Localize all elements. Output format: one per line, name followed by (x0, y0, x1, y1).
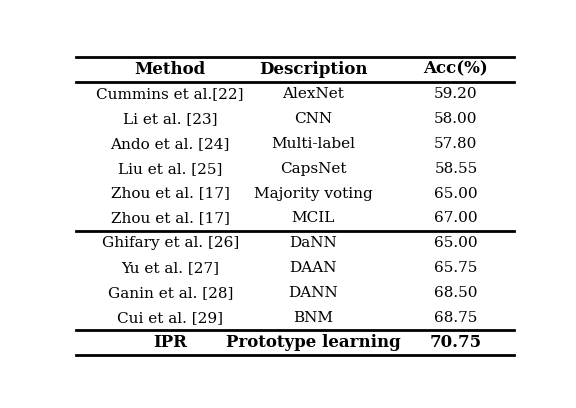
Text: 67.00: 67.00 (434, 211, 478, 226)
Text: Cui et al. [29]: Cui et al. [29] (117, 311, 223, 325)
Text: 57.80: 57.80 (434, 137, 478, 151)
Text: CapsNet: CapsNet (280, 162, 346, 176)
Text: AlexNet: AlexNet (282, 87, 344, 101)
Text: Acc(%): Acc(%) (423, 61, 488, 78)
Text: BNM: BNM (293, 311, 333, 325)
Text: Description: Description (259, 61, 367, 78)
Text: 68.75: 68.75 (434, 311, 478, 325)
Text: Ando et al. [24]: Ando et al. [24] (111, 137, 230, 151)
Text: 65.00: 65.00 (434, 186, 478, 201)
Text: DAAN: DAAN (289, 261, 337, 275)
Text: 68.50: 68.50 (434, 286, 478, 300)
Text: DANN: DANN (288, 286, 338, 300)
Text: Zhou et al. [17]: Zhou et al. [17] (111, 186, 230, 201)
Text: 58.55: 58.55 (434, 162, 478, 176)
Text: Yu et al. [27]: Yu et al. [27] (121, 261, 219, 275)
Text: Ganin et al. [28]: Ganin et al. [28] (108, 286, 233, 300)
Text: Cummins et al.[22]: Cummins et al.[22] (96, 87, 244, 101)
Text: 58.00: 58.00 (434, 112, 478, 126)
Text: 65.00: 65.00 (434, 236, 478, 251)
Text: Zhou et al. [17]: Zhou et al. [17] (111, 211, 230, 226)
Text: Li et al. [23]: Li et al. [23] (123, 112, 218, 126)
Text: Method: Method (135, 61, 206, 78)
Text: 65.75: 65.75 (434, 261, 478, 275)
Text: 59.20: 59.20 (434, 87, 478, 101)
Text: Ghifary et al. [26]: Ghifary et al. [26] (101, 236, 239, 251)
Text: IPR: IPR (153, 334, 187, 351)
Text: Liu et al. [25]: Liu et al. [25] (118, 162, 222, 176)
Text: Majority voting: Majority voting (253, 186, 373, 201)
Text: MCIL: MCIL (291, 211, 335, 226)
Text: 70.75: 70.75 (430, 334, 482, 351)
Text: CNN: CNN (294, 112, 332, 126)
Text: Prototype learning: Prototype learning (226, 334, 400, 351)
Text: Multi-label: Multi-label (271, 137, 355, 151)
Text: DaNN: DaNN (289, 236, 337, 251)
